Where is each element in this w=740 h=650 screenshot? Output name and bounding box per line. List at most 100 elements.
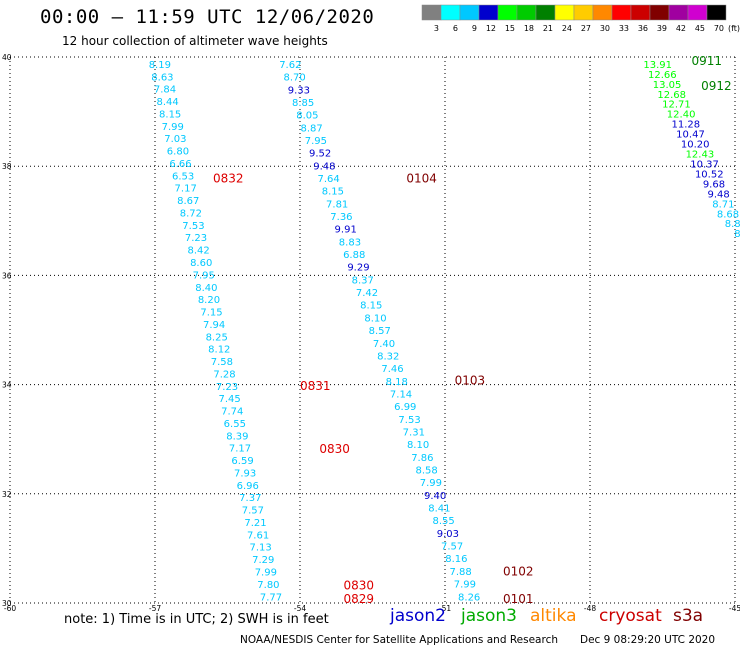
wave-height-value: 12.43: [686, 150, 715, 161]
wave-height-value: 8.83: [339, 237, 361, 248]
legend-swatch: [649, 4, 670, 21]
legend-swatch: [497, 4, 518, 21]
wave-height-value: 6.66: [169, 159, 191, 170]
pass-time-label: 0104: [406, 172, 437, 186]
x-tick-label: -51: [439, 604, 451, 613]
wave-height-value: 7.36: [330, 212, 352, 223]
wave-height-value: 8.63: [151, 72, 173, 83]
wave-height-value: 8.19: [149, 60, 171, 71]
credit-text: NOAA/NESDIS Center for Satellite Applica…: [240, 634, 558, 646]
wave-height-value: 8.70: [283, 73, 305, 84]
wave-height-value: 10.37: [690, 159, 719, 170]
wave-height-value: 7.62: [279, 60, 301, 71]
legend-label: 30: [600, 24, 610, 33]
wave-height-value: 7.42: [356, 288, 378, 299]
pass-time-label: 0912: [701, 79, 732, 93]
pass-time-label: 0911: [692, 54, 723, 68]
wave-height-value: 9.40: [424, 491, 446, 502]
wave-height-value: 6.80: [167, 147, 189, 158]
wave-height-value: 7.17: [229, 444, 251, 455]
wave-height-value: 8.37: [352, 275, 374, 286]
wave-height-value: 7.99: [162, 122, 184, 133]
footer-note: note: 1) Time is in UTC; 2) SWH is in fe…: [64, 612, 329, 627]
wave-height-value: 8.25: [206, 332, 228, 343]
legend-swatch: [516, 4, 537, 21]
wave-height-value: 9.48: [708, 189, 730, 200]
pass-time-label: 0832: [213, 172, 244, 186]
wave-height-value: 7.14: [390, 389, 412, 400]
legend-swatch: [478, 4, 499, 21]
legend-swatch: [592, 4, 613, 21]
legend-swatch: [611, 4, 632, 21]
legend-swatch: [668, 4, 689, 21]
wave-height-value: 7.17: [175, 184, 197, 195]
wave-height-value: 8.41: [428, 504, 450, 515]
legend-swatch: [459, 4, 480, 21]
wave-height-value: 8.57: [369, 326, 391, 337]
x-tick-label: -57: [149, 604, 161, 613]
legend-label: 6: [453, 24, 458, 33]
wave-height-value: 12.68: [657, 90, 686, 101]
legend-swatch: [630, 4, 651, 21]
wave-height-value: 7.53: [398, 415, 420, 426]
sat-label-s3a: s3a: [673, 606, 704, 626]
wave-height-value: 7.99: [420, 478, 442, 489]
legend-swatch: [554, 4, 575, 21]
wave-height-value: 6.53: [172, 171, 194, 182]
x-tick-label: -54: [294, 604, 306, 613]
wave-height-value: 8.72: [180, 208, 202, 219]
wave-height-value: 10.20: [681, 140, 710, 151]
wave-height-value: 7.15: [200, 308, 222, 319]
x-tick-label: -45: [729, 604, 740, 613]
wave-height-value: 7.93: [234, 468, 256, 479]
wave-height-value: 8.40: [195, 283, 217, 294]
wave-height-value: 10.47: [676, 130, 705, 141]
wave-height-value: 8.10: [407, 440, 429, 451]
x-tick-label: -60: [4, 604, 16, 613]
wave-height-value: 7.95: [305, 136, 327, 147]
wave-height-value: 8.85: [292, 98, 314, 109]
legend-swatch: [687, 4, 708, 21]
wave-height-value: 7.53: [182, 221, 204, 232]
wave-height-value: 8.05: [296, 111, 318, 122]
wave-height-value: 8.68: [717, 209, 739, 220]
wave-height-value: 7.46: [381, 364, 403, 375]
sat-label-jason3: jason3: [461, 606, 517, 626]
wave-height-value: 6.99: [394, 402, 416, 413]
y-tick-label: 38: [2, 162, 12, 171]
pass-time-label: 0829: [344, 592, 375, 606]
legend-label: 21: [543, 24, 553, 33]
wave-height-value: 8.16: [445, 554, 467, 565]
wave-height-value: 8.42: [187, 246, 209, 257]
y-tick-label: 40: [2, 53, 12, 62]
wave-height-value: 8.87: [300, 123, 322, 134]
wave-height-value: 13.91: [643, 60, 672, 71]
wave-height-value: 7.94: [203, 320, 225, 331]
wave-height-value: 8.67: [177, 196, 199, 207]
wave-height-value: 8.26: [458, 592, 480, 603]
wave-height-value: 6.59: [231, 456, 253, 467]
legend-label: 39: [657, 24, 667, 33]
legend-label: 70: [714, 24, 724, 33]
wave-height-value: 7.57: [441, 542, 463, 553]
sat-label-jason2: jason2: [390, 606, 446, 626]
wave-height-value: 8.20: [198, 295, 220, 306]
legend-label: 12: [486, 24, 496, 33]
wave-height-value: 9.91: [335, 225, 357, 236]
y-tick-label: 32: [2, 490, 12, 499]
legend-swatch: [535, 4, 556, 21]
wave-height-value: 7.95: [193, 270, 215, 281]
wave-height-value: 8.15: [322, 187, 344, 198]
pass-time-label: 0831: [300, 379, 331, 393]
wave-height-value: 8.71: [712, 199, 734, 210]
y-tick-label: 34: [2, 381, 12, 390]
legend-label: 9: [472, 24, 477, 33]
legend-unit: (ft): [728, 24, 740, 33]
wave-height-value: 8.32: [377, 351, 399, 362]
wave-height-value: 10.52: [695, 169, 724, 180]
wave-height-value: 8.15: [360, 301, 382, 312]
wave-height-value: 7.74: [221, 407, 243, 418]
wave-height-value: 6.96: [237, 481, 259, 492]
wave-height-value: 8.12: [208, 345, 230, 356]
